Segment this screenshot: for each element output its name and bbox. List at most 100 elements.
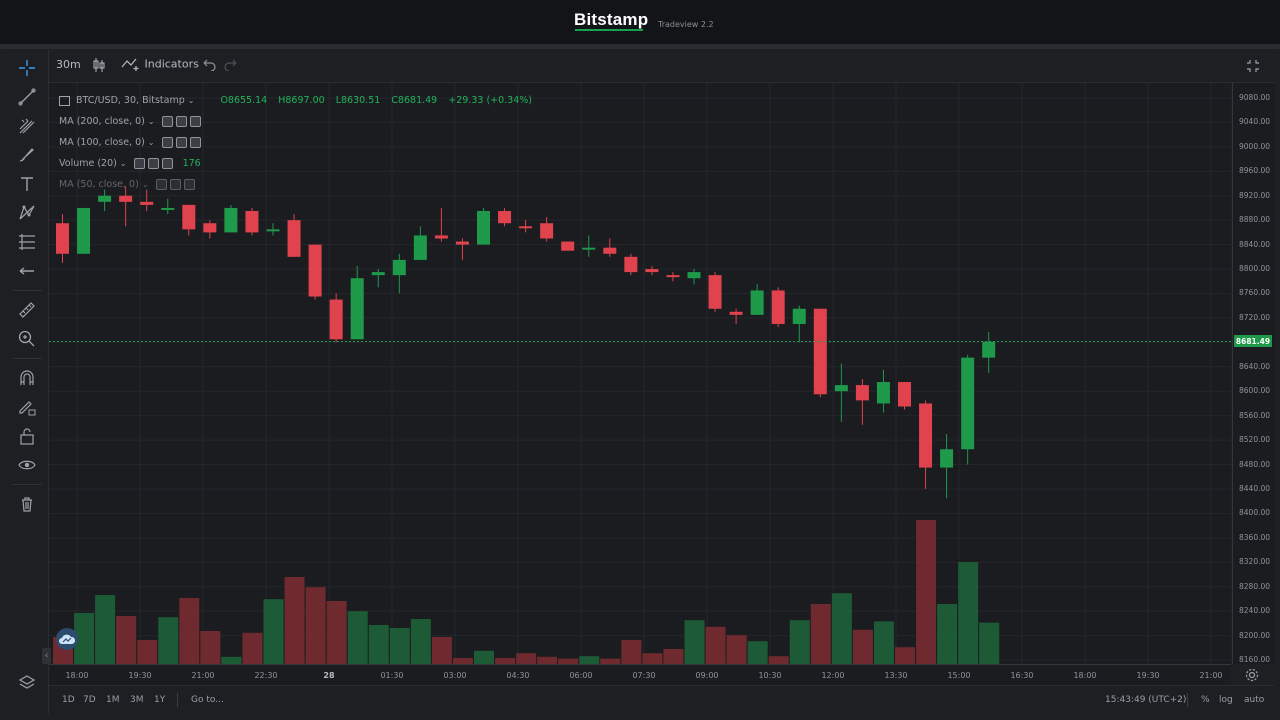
ma200-label[interactable]: MA (200, close, 0) bbox=[59, 116, 145, 127]
chevron-left-icon: ‹ bbox=[44, 651, 49, 661]
candle-body bbox=[392, 259, 406, 276]
volume-bar bbox=[431, 637, 452, 664]
visibility-tool[interactable] bbox=[14, 453, 40, 477]
close-icon[interactable] bbox=[161, 158, 173, 169]
range-button[interactable]: 7D bbox=[83, 695, 96, 705]
price-tick-label: 8640.00 bbox=[1239, 361, 1271, 371]
price-chart[interactable] bbox=[49, 83, 1231, 664]
fullscreen-button[interactable] bbox=[1245, 58, 1261, 77]
brand-logo[interactable]: Bitstamp bbox=[574, 10, 649, 29]
range-button[interactable]: 1Y bbox=[154, 695, 166, 705]
arrow-tool[interactable] bbox=[14, 259, 40, 283]
ma100-label[interactable]: MA (100, close, 0) bbox=[59, 137, 145, 148]
chevron-down-icon[interactable]: ⌄ bbox=[147, 138, 155, 147]
chevron-down-icon[interactable]: ⌄ bbox=[147, 117, 155, 126]
crosshair-tool[interactable] bbox=[14, 56, 40, 80]
close-icon[interactable] bbox=[183, 179, 195, 190]
volume-value: 176 bbox=[182, 158, 201, 169]
pattern-tool[interactable] bbox=[14, 201, 40, 225]
volume-bar bbox=[768, 656, 789, 664]
price-tick-label: 8520.00 bbox=[1239, 435, 1271, 445]
visibility-toggle-icon[interactable] bbox=[161, 116, 173, 127]
price-tick-label: 8560.00 bbox=[1239, 410, 1271, 420]
price-tick-label: 8360.00 bbox=[1239, 532, 1271, 542]
price-tick-label: 8920.00 bbox=[1239, 190, 1271, 200]
chevron-down-icon[interactable]: ⌄ bbox=[187, 96, 195, 105]
axis-settings-button[interactable] bbox=[1244, 667, 1260, 683]
app-version: Tradeview 2.2 bbox=[658, 20, 714, 29]
collapse-left-button[interactable]: ‹ bbox=[42, 648, 51, 664]
volume-bar bbox=[937, 604, 958, 664]
time-tick-label: 21:00 bbox=[191, 671, 215, 680]
series-settings-icon[interactable] bbox=[59, 95, 70, 106]
percent-toggle[interactable]: % bbox=[1201, 695, 1210, 705]
volume-label[interactable]: Volume (20) bbox=[59, 158, 117, 169]
volume-bar bbox=[895, 647, 915, 664]
indicators-button[interactable]: Indicators bbox=[121, 57, 199, 71]
chart-pane[interactable] bbox=[49, 83, 1231, 664]
lock-tool[interactable] bbox=[14, 424, 40, 448]
volume-bar bbox=[621, 640, 642, 664]
volume-bar bbox=[916, 520, 937, 664]
price-tick-label: 8600.00 bbox=[1239, 386, 1271, 396]
volume-bar bbox=[389, 628, 410, 664]
clock[interactable]: 15:43:49 (UTC+2) bbox=[1105, 695, 1187, 705]
price-tick-label: 8240.00 bbox=[1239, 606, 1271, 616]
interval-selector[interactable]: 30m bbox=[56, 58, 81, 71]
settings-icon[interactable] bbox=[169, 179, 181, 190]
settings-icon[interactable] bbox=[147, 158, 159, 169]
volume-bar bbox=[958, 562, 979, 664]
layers-tool[interactable] bbox=[14, 671, 40, 695]
goto-button[interactable]: Go to... bbox=[191, 695, 224, 705]
symbol-row: BTC/USD, 30, Bitstamp ⌄ O8655.14 H8697.0… bbox=[59, 90, 540, 111]
close-icon[interactable] bbox=[189, 137, 201, 148]
undo-button[interactable] bbox=[201, 57, 217, 74]
measure-tool[interactable] bbox=[14, 298, 40, 322]
volume-bar bbox=[242, 632, 263, 664]
chart-legend: BTC/USD, 30, Bitstamp ⌄ O8655.14 H8697.0… bbox=[59, 90, 540, 195]
magnet-tool[interactable] bbox=[14, 366, 40, 390]
candle-body bbox=[413, 235, 427, 260]
symbol-label[interactable]: BTC/USD, 30, Bitstamp bbox=[76, 95, 185, 106]
price-axis[interactable]: 9080.00 9040.00 9000.00 8960.00 8920.00 8880.… bbox=[1232, 83, 1275, 664]
lock-drawings-tool[interactable] bbox=[14, 395, 40, 419]
volume-bar bbox=[347, 611, 368, 664]
redo-button[interactable] bbox=[223, 57, 239, 74]
remove-drawings-tool[interactable] bbox=[14, 492, 40, 516]
undo-icon bbox=[203, 59, 216, 72]
range-button[interactable]: 1D bbox=[62, 695, 75, 705]
visibility-toggle-icon[interactable] bbox=[161, 137, 173, 148]
zoom-tool[interactable] bbox=[14, 327, 40, 351]
visibility-toggle-icon[interactable] bbox=[133, 158, 145, 169]
chart-type-button[interactable] bbox=[92, 57, 106, 76]
chevron-down-icon[interactable]: ⌄ bbox=[141, 180, 149, 189]
time-tick-label: 19:30 bbox=[1136, 671, 1160, 680]
candle-body bbox=[329, 299, 343, 340]
brush-tool[interactable] bbox=[14, 143, 40, 167]
high-value: H8697.00 bbox=[278, 95, 325, 106]
log-toggle[interactable]: log bbox=[1219, 695, 1233, 705]
time-tick-label: 09:00 bbox=[695, 671, 719, 680]
candle-body bbox=[750, 290, 764, 315]
close-icon[interactable] bbox=[189, 116, 201, 127]
settings-icon[interactable] bbox=[175, 137, 187, 148]
price-tick-label: 8440.00 bbox=[1239, 483, 1271, 493]
visibility-toggle-icon[interactable] bbox=[155, 179, 167, 190]
range-button[interactable]: 3M bbox=[130, 695, 144, 705]
cloud-badge[interactable] bbox=[56, 628, 78, 650]
chevron-down-icon[interactable]: ⌄ bbox=[119, 159, 127, 168]
range-button[interactable]: 1M bbox=[106, 695, 120, 705]
text-tool[interactable] bbox=[14, 172, 40, 196]
ma50-label[interactable]: MA (50, close, 0) bbox=[59, 179, 139, 190]
trend-line-tool[interactable] bbox=[14, 85, 40, 109]
fib-retracement-icon bbox=[19, 234, 35, 250]
volume-bar bbox=[726, 635, 747, 664]
settings-icon[interactable] bbox=[175, 116, 187, 127]
pitchfork-tool[interactable] bbox=[14, 114, 40, 138]
time-axis[interactable]: 18:00 19:30 21:00 22:30 28 01:30 03:00 04:30 06:… bbox=[49, 664, 1231, 685]
fib-tool[interactable] bbox=[14, 230, 40, 254]
volume-bar bbox=[116, 616, 137, 664]
price-tick-label: 8960.00 bbox=[1239, 166, 1271, 176]
time-tick-label: 12:00 bbox=[821, 671, 845, 680]
auto-toggle[interactable]: auto bbox=[1244, 695, 1265, 705]
